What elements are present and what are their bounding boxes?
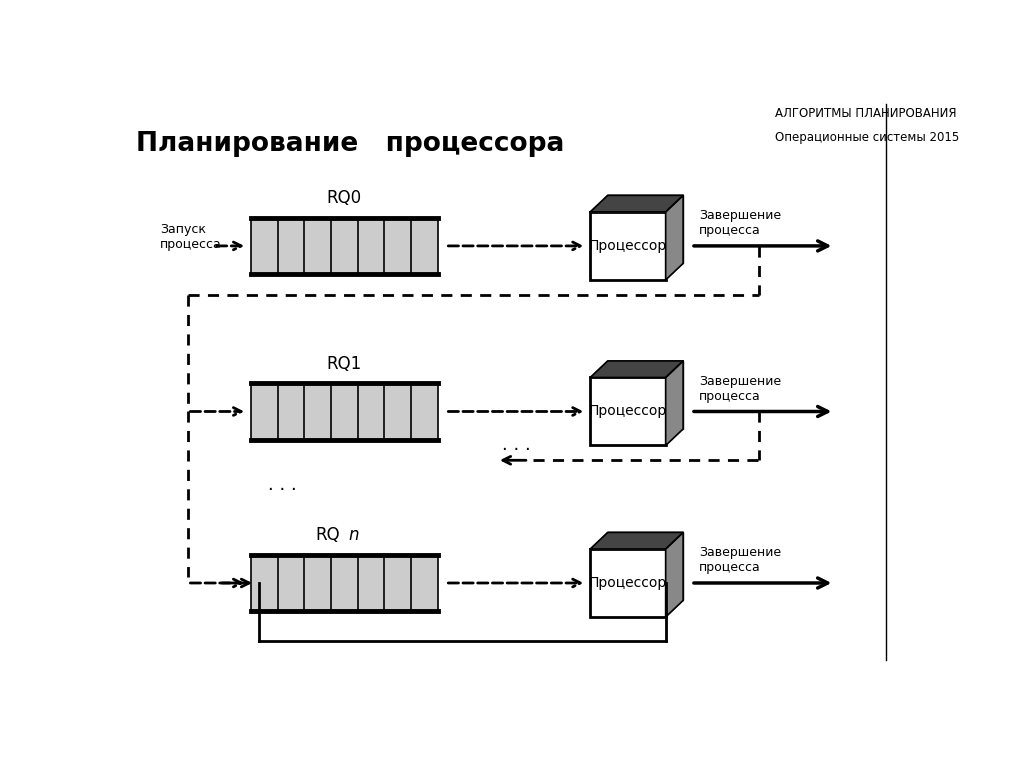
Text: Процессор: Процессор — [589, 576, 667, 590]
Text: АЛГОРИТМЫ ПЛАНИРОВАНИЯ: АЛГОРИТМЫ ПЛАНИРОВАНИЯ — [775, 107, 956, 120]
Polygon shape — [590, 195, 683, 212]
Polygon shape — [590, 532, 683, 549]
Text: . . .: . . . — [268, 476, 297, 495]
Bar — [607, 195, 683, 263]
Bar — [607, 361, 683, 429]
Text: Завершение
процесса: Завершение процесса — [699, 375, 781, 402]
Bar — [251, 383, 437, 439]
Bar — [251, 218, 437, 274]
Text: RQ1: RQ1 — [327, 355, 361, 372]
Text: . . .: . . . — [503, 436, 531, 455]
Bar — [251, 555, 437, 611]
Text: n: n — [348, 526, 358, 545]
Text: Завершение
процесса: Завершение процесса — [699, 546, 781, 574]
Bar — [590, 549, 666, 617]
Text: Планирование   процессора: Планирование процессора — [136, 131, 564, 157]
Text: Процессор: Процессор — [589, 239, 667, 253]
Text: Процессор: Процессор — [589, 405, 667, 419]
Text: Операционные системы 2015: Операционные системы 2015 — [775, 131, 959, 144]
Polygon shape — [666, 361, 683, 445]
Polygon shape — [666, 532, 683, 617]
Text: Завершение
процесса: Завершение процесса — [699, 209, 781, 237]
Bar — [607, 532, 683, 601]
Text: Запуск
процесса: Запуск процесса — [160, 223, 221, 251]
Text: RQ: RQ — [315, 526, 340, 545]
Text: RQ0: RQ0 — [327, 189, 361, 207]
Polygon shape — [666, 195, 683, 280]
Bar — [590, 212, 666, 280]
Bar — [590, 378, 666, 445]
Polygon shape — [590, 361, 683, 378]
